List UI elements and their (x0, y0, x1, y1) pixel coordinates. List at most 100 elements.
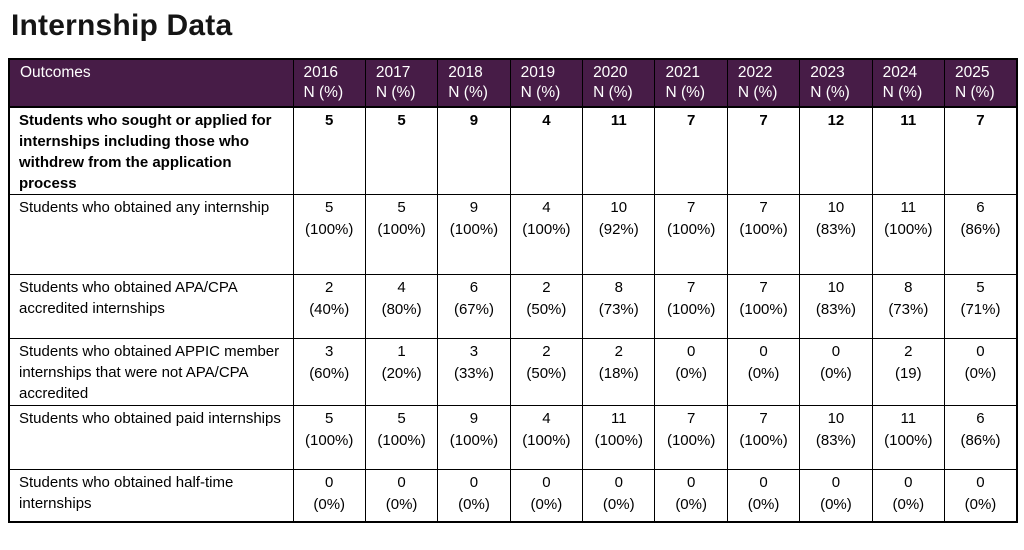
page-title: Internship Data (11, 9, 233, 42)
year-label: 2020 (593, 64, 628, 81)
table-cell: 4 (80%) (364, 274, 439, 339)
table-cell: 0 (0%) (726, 469, 801, 522)
table-row: Students who obtained any internship 5 (… (8, 194, 1018, 275)
table-cell: 0 (0%) (509, 469, 584, 522)
row-label: Students who obtained APA/CPA accredited… (8, 274, 294, 339)
year-label: 2017 (375, 64, 411, 81)
table-cell: 2 (40%) (292, 274, 366, 339)
year-label: 2023 (810, 64, 845, 81)
n-pct-label: N (%) (448, 84, 488, 101)
table-cell: 4 (100%) (509, 194, 584, 275)
table-cell: 11 (871, 106, 946, 195)
table-row: Students who obtained paid internships 5… (8, 405, 1018, 470)
column-header-year: 2023 N (%) (799, 58, 873, 108)
table-cell: 6 (86%) (944, 194, 1018, 275)
table-cell: 11 (100%) (871, 405, 946, 470)
table-cell: 4 (509, 106, 584, 195)
table-cell: 0 (0%) (726, 338, 801, 406)
n-pct-label: N (%) (593, 84, 633, 101)
year-label: 2024 (882, 64, 918, 81)
table-cell: 10 (83%) (799, 405, 873, 470)
table-cell: 0 (0%) (799, 338, 873, 406)
table-cell: 0 (0%) (364, 469, 439, 522)
column-header-year: 2020 N (%) (582, 58, 656, 108)
table-cell: 7 (100%) (654, 274, 728, 339)
table-row: Students who obtained APPIC member inter… (8, 338, 1018, 406)
table-cell: 9 (100%) (437, 405, 511, 470)
year-label: 2025 (955, 64, 990, 81)
table-cell: 9 (437, 106, 511, 195)
table-cell: 0 (0%) (437, 469, 511, 522)
table-cell: 7 (100%) (726, 194, 801, 275)
n-pct-label: N (%) (665, 84, 706, 101)
table-cell: 5 (364, 106, 439, 195)
table-cell: 8 (73%) (582, 274, 656, 339)
table-cell: 5 (100%) (292, 405, 366, 470)
table-cell: 0 (0%) (654, 338, 728, 406)
column-header-year: 2016 N (%) (292, 58, 366, 108)
table-cell: 2 (50%) (509, 274, 584, 339)
table-cell: 4 (100%) (509, 405, 584, 470)
row-label: Students who obtained any internship (8, 194, 294, 275)
table-cell: 7 (100%) (726, 405, 801, 470)
column-header-year: 2019 N (%) (509, 58, 584, 108)
n-pct-label: N (%) (810, 84, 850, 101)
table-cell: 1 (20%) (364, 338, 439, 406)
year-label: 2022 (737, 64, 773, 81)
n-pct-label: N (%) (303, 84, 344, 101)
table-cell: 7 (654, 106, 728, 195)
table-header-row: Outcomes 2016 N (%) 2017 N (%) 2018 N (%… (8, 58, 1018, 108)
table-cell: 2 (19) (871, 338, 946, 406)
n-pct-label: N (%) (955, 84, 995, 101)
table-cell: 2 (50%) (509, 338, 584, 406)
table-row: Students who sought or applied for inter… (8, 106, 1018, 195)
column-header-year: 2025 N (%) (944, 58, 1018, 108)
table-cell: 10 (83%) (799, 194, 873, 275)
table-cell: 3 (33%) (437, 338, 511, 406)
column-header-year: 2024 N (%) (871, 58, 946, 108)
table-cell: 11 (100%) (871, 194, 946, 275)
table-cell: 0 (0%) (582, 469, 656, 522)
table-cell: 0 (0%) (944, 469, 1018, 522)
row-label: Students who obtained paid internships (8, 405, 294, 470)
year-label: 2016 (303, 64, 338, 81)
table-cell: 11 (100%) (582, 405, 656, 470)
table-cell: 6 (86%) (944, 405, 1018, 470)
table-cell: 9 (100%) (437, 194, 511, 275)
table-cell: 10 (83%) (799, 274, 873, 339)
column-header-year: 2021 N (%) (654, 58, 728, 108)
year-label: 2018 (448, 64, 483, 81)
table-cell: 0 (0%) (944, 338, 1018, 406)
table-cell: 11 (582, 106, 656, 195)
table-cell: 0 (0%) (654, 469, 728, 522)
table-cell: 6 (67%) (437, 274, 511, 339)
table-cell: 0 (0%) (799, 469, 873, 522)
n-pct-label: N (%) (375, 84, 416, 101)
table-cell: 7 (100%) (654, 405, 728, 470)
table-cell: 12 (799, 106, 873, 195)
table-cell: 5 (292, 106, 366, 195)
year-label: 2021 (665, 64, 700, 81)
table-cell: 0 (0%) (871, 469, 946, 522)
row-label: Students who obtained half-time internsh… (8, 469, 294, 522)
column-header-year: 2017 N (%) (364, 58, 439, 108)
table-cell: 5 (100%) (292, 194, 366, 275)
table-row: Students who obtained half-time internsh… (8, 469, 1018, 522)
table-cell: 7 (100%) (726, 274, 801, 339)
table-cell: 7 (944, 106, 1018, 195)
table-cell: 2 (18%) (582, 338, 656, 406)
table-cell: 0 (0%) (292, 469, 366, 522)
table-cell: 3 (60%) (292, 338, 366, 406)
table-cell: 10 (92%) (582, 194, 656, 275)
column-header-year: 2018 N (%) (437, 58, 511, 108)
row-label: Students who sought or applied for inter… (8, 106, 294, 195)
column-header-year: 2022 N (%) (726, 58, 801, 108)
internship-data-table: Outcomes 2016 N (%) 2017 N (%) 2018 N (%… (8, 58, 1018, 523)
table-cell: 5 (100%) (364, 405, 439, 470)
table-cell: 5 (71%) (944, 274, 1018, 339)
table-cell: 8 (73%) (871, 274, 946, 339)
n-pct-label: N (%) (737, 84, 778, 101)
table-cell: 7 (100%) (654, 194, 728, 275)
table-cell: 5 (100%) (364, 194, 439, 275)
column-header-outcomes: Outcomes (8, 58, 294, 108)
